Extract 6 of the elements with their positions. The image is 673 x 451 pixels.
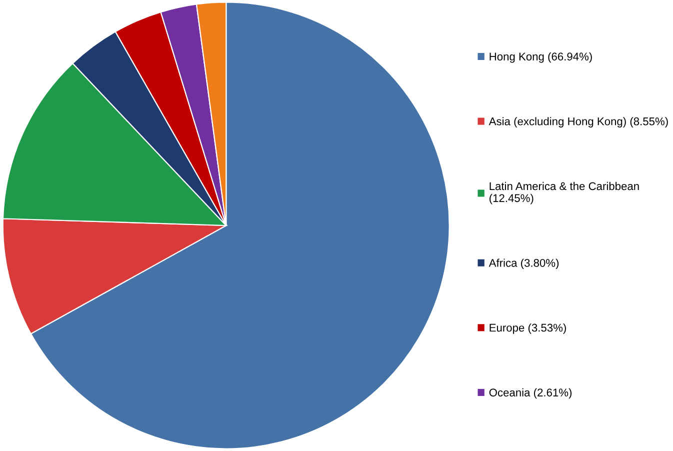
legend-label: Oceania (2.61%)	[489, 388, 572, 399]
legend-label: Africa (3.80%)	[488, 258, 559, 270]
legend-label: Hong Kong (66.94%)	[490, 52, 592, 63]
legend-label: Asia (excluding Hong Kong) (8.55%)	[488, 117, 668, 128]
legend-label: Europe (3.53%)	[490, 324, 566, 334]
legend-label: Latin America & the Caribbean (12.45%)	[490, 182, 639, 204]
